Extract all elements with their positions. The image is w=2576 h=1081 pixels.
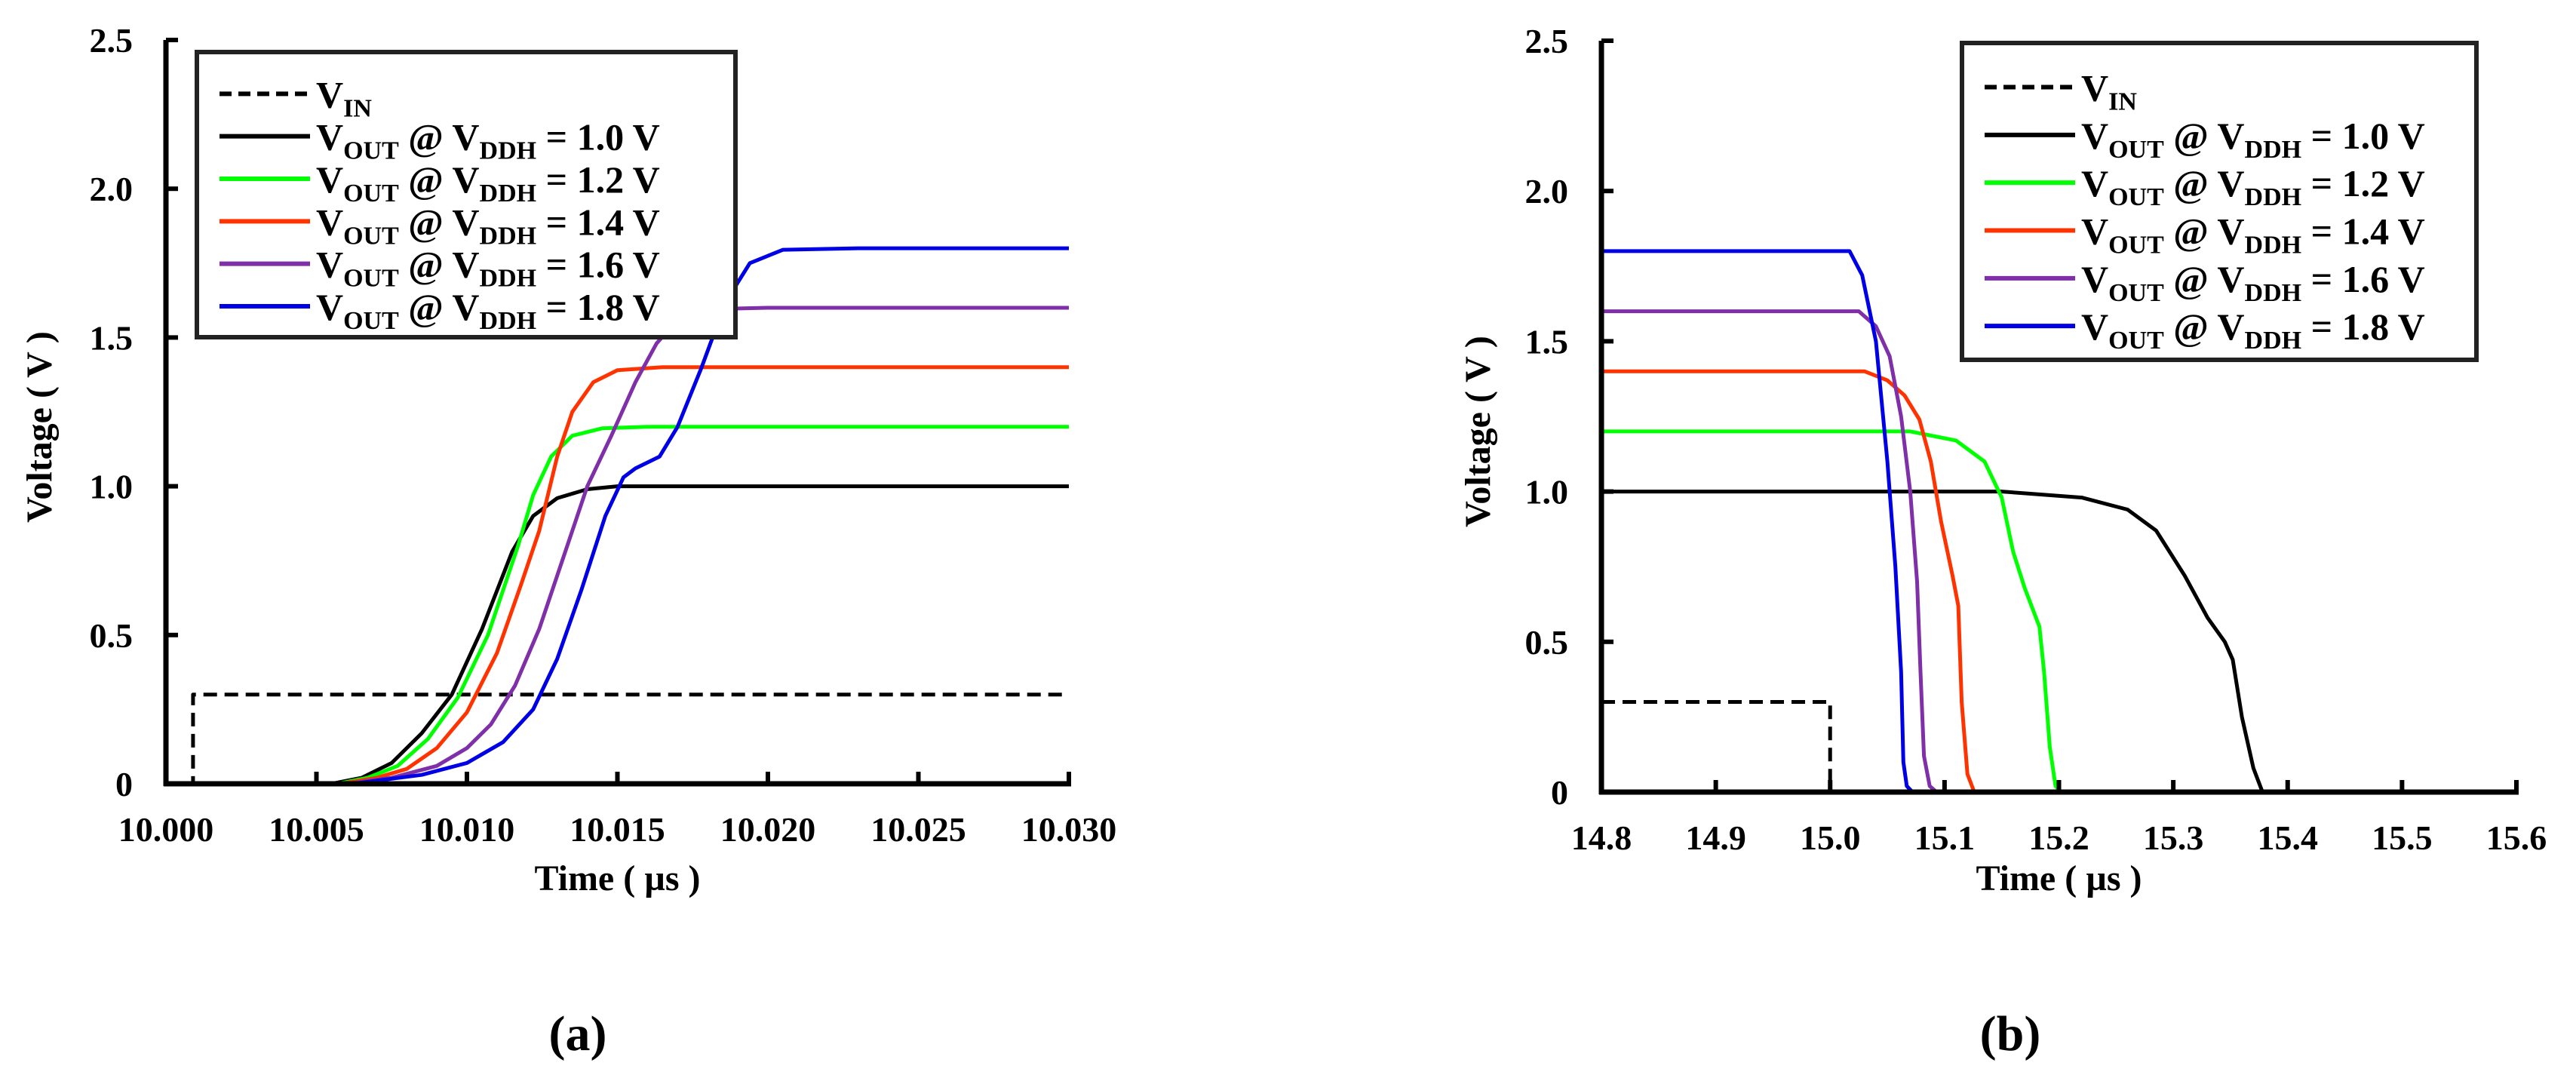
legend-item: VOUT @ VDDH = 1.8 V [1985, 306, 2425, 355]
y-axis-title: Voltage ( V ) [20, 331, 60, 523]
legend-item: VOUT @ VDDH = 1.2 V [1985, 162, 2425, 211]
legend-label: VOUT @ VDDH = 1.0 V [316, 116, 660, 165]
y-tick-label: 1.0 [1525, 473, 1569, 511]
legend-label: VIN [2081, 67, 2137, 116]
legend-item: VIN [220, 73, 372, 122]
legend-label: VOUT @ VDDH = 1.2 V [2081, 162, 2425, 211]
x-tick-label: 10.030 [1021, 810, 1117, 849]
series-line-vout-4 [166, 306, 1069, 786]
x-tick-label: 15.5 [2372, 818, 2433, 857]
x-tick-label: 10.015 [570, 810, 665, 849]
legend-item: VOUT @ VDDH = 1.6 V [1985, 258, 2425, 307]
series-line-vout-3 [1601, 369, 2516, 794]
legend-item: VOUT @ VDDH = 1.6 V [220, 244, 660, 293]
legend-box [1960, 41, 2479, 362]
legend-item: VOUT @ VDDH = 1.4 V [1985, 210, 2425, 260]
x-tick-label: 10.020 [720, 810, 816, 849]
legend-item: VOUT @ VDDH = 1.8 V [220, 286, 660, 335]
plot-series [1601, 249, 2516, 794]
series-line-vout-2 [1601, 429, 2516, 794]
legend-item: VIN [1985, 67, 2137, 116]
x-axis-title: Time ( µs ) [534, 858, 700, 898]
x-tick-label: 14.9 [1685, 818, 1746, 857]
legend-label: VOUT @ VDDH = 1.6 V [2081, 258, 2425, 307]
legend-item: VOUT @ VDDH = 1.4 V [220, 201, 660, 250]
legend-label: VOUT @ VDDH = 1.2 V [316, 158, 660, 207]
series-line-vout-2 [166, 425, 1069, 786]
x-tick-label: 15.4 [2258, 818, 2319, 857]
x-tick-label: 14.8 [1571, 818, 1632, 857]
series-line-vout-5 [166, 246, 1069, 786]
y-tick-label: 2.5 [1525, 22, 1569, 60]
panel-label: (a) [549, 1006, 607, 1061]
legend-box [195, 50, 738, 339]
y-tick-label: 1.5 [1525, 322, 1569, 361]
y-tick-label: 2.5 [90, 21, 134, 60]
legend-item: VOUT @ VDDH = 1.0 V [220, 116, 660, 165]
y-tick-label: 2.0 [1525, 172, 1569, 210]
x-tick-label: 15.6 [2486, 818, 2547, 857]
x-tick-label: 15.0 [1800, 818, 1861, 857]
chart-panel-b: 0 0.5 1.0 1.5 2.0 2.5 14.8 14.9 15.0 15.1 15.2 15.3… [1458, 22, 2547, 1061]
legend-item: VOUT @ VDDH = 1.2 V [220, 158, 660, 207]
y-tick-label: 0.5 [90, 616, 134, 655]
x-tick-label: 10.025 [870, 810, 966, 849]
series-line-vout-3 [166, 365, 1069, 786]
series-line-vin [166, 693, 1069, 786]
y-tick-label: 2.0 [90, 170, 134, 208]
plot-series [166, 246, 1069, 786]
y-axis-title: Voltage ( V ) [1458, 336, 1498, 527]
x-tick-label: 15.2 [2028, 818, 2089, 857]
series-line-vout-1 [166, 484, 1069, 786]
x-tick-label: 15.1 [1914, 818, 1976, 857]
x-tick-label: 10.000 [118, 810, 214, 849]
x-axis-title: Time ( µs ) [1976, 858, 2142, 898]
legend-item: VOUT @ VDDH = 1.0 V [1985, 115, 2425, 164]
series-line-vout-4 [1601, 309, 2516, 794]
series-line-vout-1 [1601, 490, 2516, 794]
y-tick-label: 1.5 [90, 318, 134, 357]
series-line-vin [1601, 700, 2516, 794]
legend-label: VIN [316, 73, 372, 122]
y-tick-label: 0.5 [1525, 623, 1569, 662]
legend-label: VOUT @ VDDH = 1.4 V [316, 201, 660, 250]
x-tick-label: 15.3 [2143, 818, 2204, 857]
legend-label: VOUT @ VDDH = 1.8 V [2081, 306, 2425, 355]
legend-label: VOUT @ VDDH = 1.4 V [2081, 210, 2425, 260]
legend-label: VOUT @ VDDH = 1.6 V [316, 244, 660, 293]
x-tick-label: 10.005 [269, 810, 364, 849]
axes: 0 0.5 1.0 1.5 2.0 2.5 10.000 10.005 10.010 10.015… [90, 21, 1117, 849]
legend-label: VOUT @ VDDH = 1.0 V [2081, 115, 2425, 164]
y-tick-label: 0 [1551, 773, 1568, 812]
y-tick-label: 0 [115, 765, 133, 803]
y-tick-label: 1.0 [90, 468, 134, 506]
panel-label: (b) [1980, 1006, 2041, 1061]
series-line-vout-5 [1601, 249, 2516, 794]
chart-panel-a: 0 0.5 1.0 1.5 2.0 2.5 10.000 10.005 10.010 10.015… [20, 21, 1116, 1061]
x-tick-label: 10.010 [419, 810, 515, 849]
axes: 0 0.5 1.0 1.5 2.0 2.5 14.8 14.9 15.0 15.1 15.2 15.3… [1525, 22, 2547, 857]
legend-label: VOUT @ VDDH = 1.8 V [316, 286, 660, 335]
